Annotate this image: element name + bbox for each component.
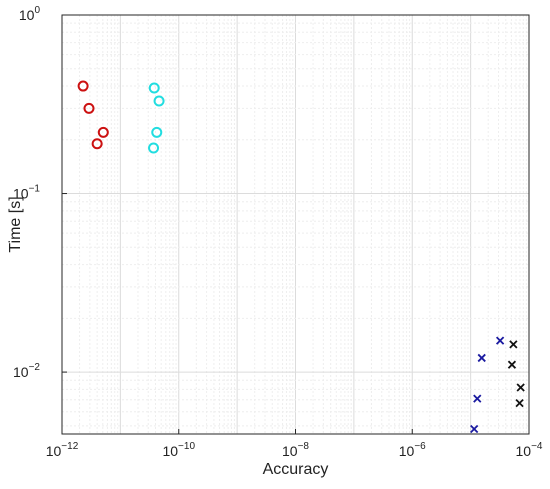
x-tick-label: 10−10: [162, 441, 195, 459]
x-marker-stroke: [509, 340, 518, 349]
data-point-circle: [97, 126, 109, 138]
y-tick-label: 10−1: [13, 184, 40, 202]
data-point-x: [516, 383, 525, 392]
x-marker-stroke: [515, 399, 524, 408]
data-point-x: [509, 340, 518, 349]
data-point-x: [470, 424, 479, 434]
x-tick-label: 10−8: [282, 441, 309, 459]
data-point-x: [477, 353, 486, 363]
data-point-x: [495, 336, 505, 345]
data-point-x: [473, 394, 482, 403]
data-point-circle: [148, 82, 160, 94]
data-point-circle: [91, 138, 103, 150]
data-point-x: [507, 360, 517, 369]
x-marker-stroke: [507, 360, 517, 369]
x-axis-label: Accuracy: [263, 461, 329, 478]
y-axis-label: Time [s]: [7, 196, 24, 252]
data-point-circle: [83, 102, 95, 114]
x-marker-stroke: [470, 424, 479, 434]
data-point-x: [515, 399, 524, 408]
y-tick-label: 10−2: [13, 362, 40, 380]
x-marker-stroke: [516, 383, 525, 392]
x-marker-stroke: [477, 353, 486, 363]
x-marker-stroke: [495, 336, 505, 345]
axis-ticks: 10−12 10−10 10−8 10−6 10−4 10−2 10−1 100: [13, 5, 543, 459]
x-tick-label: 10−4: [516, 441, 543, 459]
x-marker-stroke: [473, 394, 482, 403]
data-marks: [77, 80, 525, 434]
data-point-circle: [151, 126, 163, 138]
data-point-circle: [77, 80, 89, 92]
x-tick-label: 10−6: [399, 441, 426, 459]
data-point-circle: [148, 142, 160, 154]
x-tick-label: 10−12: [46, 441, 79, 459]
grid: [61, 14, 530, 434]
data-point-circle: [153, 95, 165, 107]
y-tick-label: 100: [19, 5, 41, 23]
